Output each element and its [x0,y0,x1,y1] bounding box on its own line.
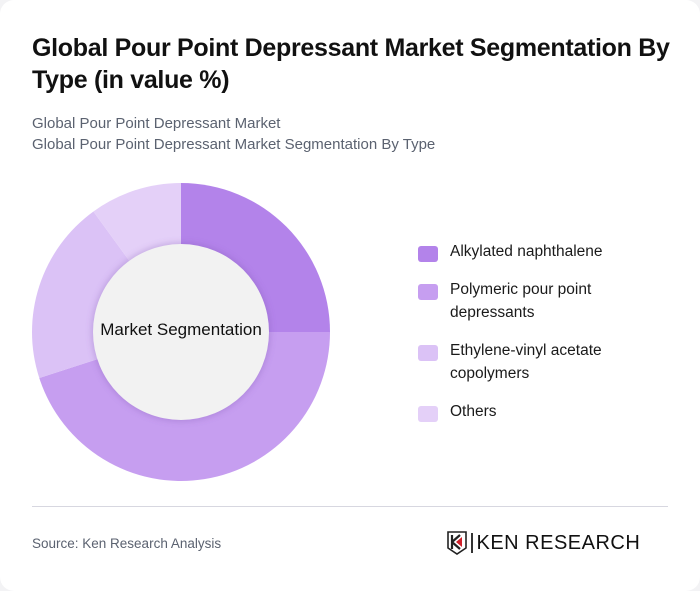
donut-center-label: Market Segmentation [100,320,262,339]
legend-swatch [418,345,438,361]
legend-label: Alkylated naphthalene [450,243,603,260]
legend-label: Polymeric pour point depressants [450,281,592,321]
footer-divider [32,506,668,507]
donut-hole [93,244,269,420]
legend-item-others[interactable]: Others [418,400,650,423]
legend-swatch [418,246,438,262]
legend-item-alkylated-naphthalene[interactable]: Alkylated naphthalene [418,240,650,263]
legend-label: Others [450,403,497,420]
subtitle-line-1: Global Pour Point Depressant Market [32,115,281,132]
chart-title: Global Pour Point Depressant Market Segm… [32,34,670,94]
source-text: Source: Ken Research Analysis [32,536,222,551]
logo-separator [471,533,473,553]
chart-subtitle: Global Pour Point Depressant Market Glob… [32,113,672,155]
logo-text: KEN RESEARCH [476,531,641,554]
donut-chart [32,183,331,481]
subtitle-line-2: Global Pour Point Depressant Market Segm… [32,136,436,153]
legend-swatch [418,406,438,422]
legend-label: Ethylene-vinyl acetate copolymers [450,342,602,382]
legend-item-ethylene-vinyl-acetate-copolymers[interactable]: Ethylene-vinyl acetate copolymers [418,339,650,385]
ken-research-logo: KEN RESEARCH [447,531,640,555]
legend-swatch [418,284,438,300]
legend-item-polymeric-pour-point-depressants[interactable]: Polymeric pour point depressants [418,278,650,324]
ken-research-shield-icon [447,531,467,555]
